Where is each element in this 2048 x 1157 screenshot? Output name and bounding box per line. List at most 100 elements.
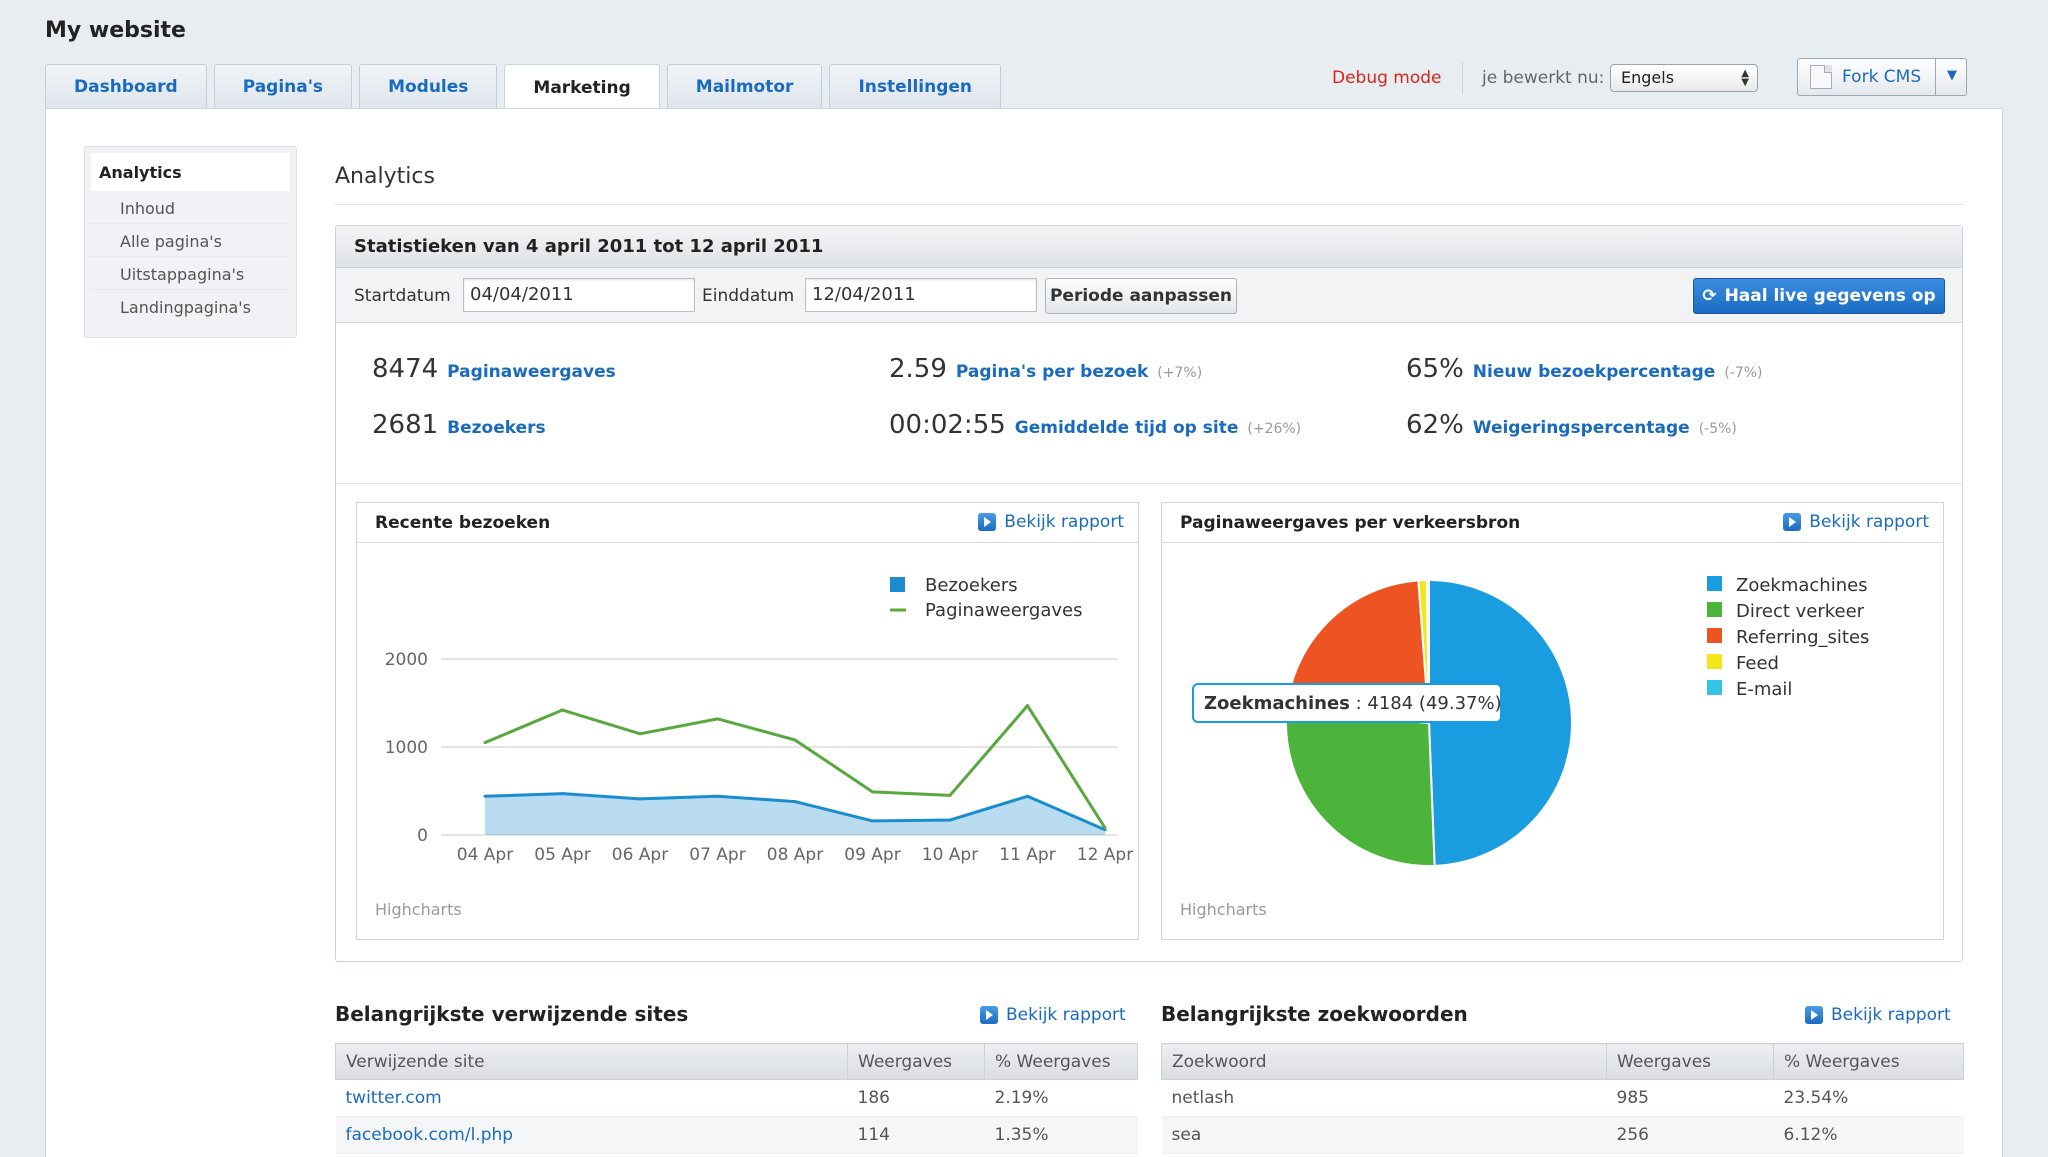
sidebar-item-alle-paginas[interactable]: Alle pagina's	[91, 224, 290, 257]
column-header[interactable]: Zoekwoord	[1161, 1043, 1607, 1080]
referrer-link[interactable]: facebook.com/l.php	[335, 1116, 848, 1154]
metric-link[interactable]: Nieuw bezoekpercentage	[1472, 362, 1716, 382]
table-cell: sea	[1161, 1116, 1607, 1154]
metric-link[interactable]: Gemiddelde tijd op site	[1014, 418, 1239, 438]
y-tick-label: 0	[417, 826, 428, 846]
metric-bounce-rate: 62% Weigeringspercentage (-5%)	[1406, 410, 1737, 440]
column-header[interactable]: Weergaves	[847, 1043, 985, 1080]
metric-visitors: 2681 Bezoekers	[372, 410, 546, 440]
data-point	[793, 738, 797, 742]
metric-change: (-7%)	[1724, 365, 1763, 381]
metric-value: 2.59	[889, 354, 947, 384]
view-report-link[interactable]: Bekijk rapport	[980, 1005, 1126, 1025]
panel-header: Paginaweergaves per verkeersbron Bekijk …	[1162, 503, 1943, 543]
data-point	[483, 794, 487, 798]
table-header-row: Verwijzende site Weergaves % Weergaves	[335, 1043, 1138, 1080]
legend-swatch	[1707, 680, 1722, 695]
tab-instellingen[interactable]: Instellingen	[829, 64, 1002, 109]
tab-dashboard[interactable]: Dashboard	[45, 64, 207, 109]
metric-value: 8474	[372, 354, 439, 384]
x-tick-label: 05 Apr	[534, 845, 590, 865]
adjust-period-button[interactable]: Periode aanpassen	[1045, 278, 1237, 314]
metric-change: (+26%)	[1247, 421, 1302, 437]
table-cell: 186	[847, 1079, 985, 1117]
metrics-divider	[336, 483, 1962, 484]
tab-marketing[interactable]: Marketing	[504, 64, 660, 110]
table-cell: 114	[847, 1116, 985, 1154]
pageviews-by-source-panel: Paginaweergaves per verkeersbron Bekijk …	[1161, 502, 1944, 940]
start-date-label: Startdatum	[354, 286, 451, 306]
referrer-link[interactable]: twitter.com	[335, 1079, 848, 1117]
metric-change: (+7%)	[1157, 365, 1203, 381]
column-header[interactable]: Weergaves	[1606, 1043, 1774, 1080]
data-point	[1026, 794, 1029, 798]
page-title: Analytics	[335, 164, 435, 189]
legend-swatch	[890, 577, 905, 592]
metric-link[interactable]: Paginaweergaves	[447, 362, 616, 382]
metric-change: (-5%)	[1698, 421, 1737, 437]
dropdown-arrow-icon[interactable]: ▼	[1947, 68, 1957, 83]
sidebar-subnav: Analytics Inhoud Alle pagina's Uitstappa…	[84, 146, 297, 338]
language-select[interactable]: Engels ▲ ▼	[1610, 64, 1758, 92]
tab-mailmotor[interactable]: Mailmotor	[666, 64, 823, 109]
tab-paginas[interactable]: Pagina's	[213, 64, 353, 109]
button-divider	[1935, 59, 1936, 95]
x-tick-label: 11 Apr	[999, 845, 1055, 865]
column-header[interactable]: % Weergaves	[984, 1043, 1138, 1080]
referrers-title: Belangrijkste verwijzende sites	[335, 1002, 689, 1026]
table-cell: 23.54%	[1773, 1079, 1964, 1117]
table-row: facebook.com/l.php 114 1.35%	[335, 1116, 1138, 1154]
legend-label: Referring_sites	[1736, 627, 1869, 648]
data-point	[716, 717, 719, 721]
panel-header: Recente bezoeken Bekijk rapport	[357, 503, 1138, 543]
tab-modules[interactable]: Modules	[359, 64, 498, 109]
view-report-link[interactable]: Bekijk rapport	[978, 512, 1124, 532]
debug-mode-label: Debug mode	[1332, 68, 1442, 88]
sidebar-heading-analytics[interactable]: Analytics	[91, 153, 290, 191]
metric-link[interactable]: Weigeringspercentage	[1472, 418, 1690, 438]
user-menu-button[interactable]: Fork CMS ▼	[1797, 58, 1967, 96]
line-chart: 0 1000 2000 04 Apr 05 Apr 06 Apr 07 Apr 08 Apr 0…	[385, 575, 1133, 865]
data-point	[561, 792, 564, 796]
table-cell: 985	[1606, 1079, 1774, 1117]
metric-link[interactable]: Pagina's per bezoek	[955, 362, 1149, 382]
legend-label: Zoekmachines	[1736, 575, 1868, 596]
legend-label: Direct verkeer	[1736, 601, 1865, 622]
data-point	[948, 793, 952, 797]
legend-swatch	[1707, 654, 1722, 669]
refresh-icon: ⟳	[1702, 286, 1717, 306]
x-tick-label: 07 Apr	[689, 845, 745, 865]
view-report-link[interactable]: Bekijk rapport	[1805, 1005, 1951, 1025]
y-tick-label: 2000	[385, 650, 428, 670]
date-range-bar: Startdatum 04/04/2011 Einddatum 12/04/20…	[336, 268, 1962, 323]
metric-value: 00:02:55	[889, 410, 1006, 440]
table-row: sea 256 6.12%	[1161, 1116, 1964, 1154]
series-area-bezoekers	[485, 793, 1105, 835]
end-date-input[interactable]: 12/04/2011	[805, 278, 1037, 312]
column-header[interactable]: % Weergaves	[1773, 1043, 1964, 1080]
column-header[interactable]: Verwijzende site	[335, 1043, 848, 1080]
metric-link[interactable]: Bezoekers	[447, 418, 546, 438]
start-date-input[interactable]: 04/04/2011	[463, 278, 695, 312]
data-point	[483, 741, 487, 745]
legend-label: Bezoekers	[925, 575, 1018, 596]
table-row: twitter.com 186 2.19%	[335, 1079, 1138, 1117]
language-select-value: Engels	[1621, 68, 1675, 87]
document-icon	[1810, 65, 1832, 89]
sidebar-item-landingpaginas[interactable]: Landingpagina's	[120, 298, 251, 317]
fetch-live-data-button[interactable]: ⟳ Haal live gegevens op	[1693, 278, 1945, 314]
table-cell: 2.19%	[984, 1079, 1138, 1117]
table-cell: 6.12%	[1773, 1116, 1964, 1154]
pie-slice-direct-verkeer	[1285, 709, 1436, 867]
sidebar-item-uitstappaginas[interactable]: Uitstappagina's	[91, 257, 290, 290]
metric-pageviews: 8474 Paginaweergaves	[372, 354, 616, 384]
view-report-link[interactable]: Bekijk rapport	[1783, 512, 1929, 532]
sidebar-item-inhoud[interactable]: Inhoud	[91, 191, 290, 224]
topbar-divider	[1462, 62, 1463, 94]
site-title: My website	[45, 18, 186, 43]
tooltip-series-name: Zoekmachines	[1204, 693, 1350, 714]
main-tabs: Dashboard Pagina's Modules Marketing Mai…	[45, 64, 1002, 110]
statistics-header: Statistieken van 4 april 2011 tot 12 apr…	[336, 226, 1962, 268]
panel-title: Paginaweergaves per verkeersbron	[1180, 513, 1521, 533]
data-point	[638, 797, 642, 801]
